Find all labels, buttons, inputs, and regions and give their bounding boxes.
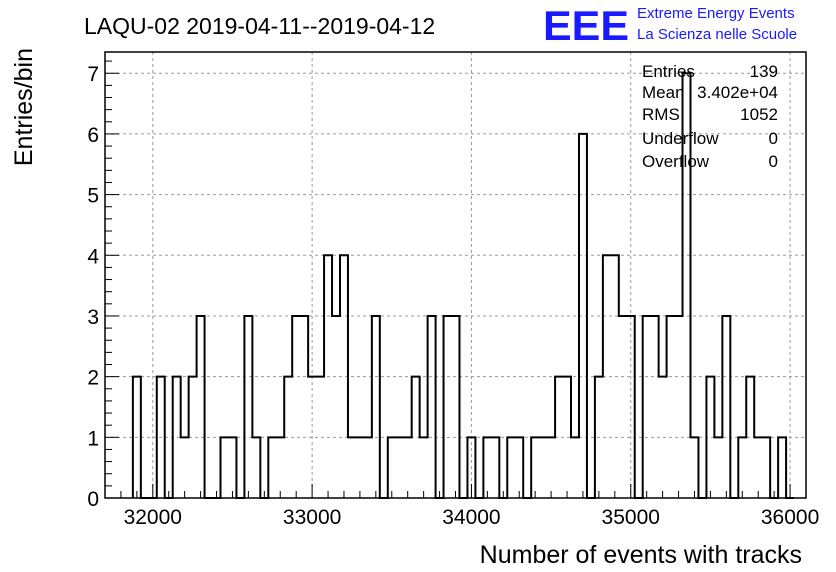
- chart-title: LAQU-02 2019-04-11--2019-04-12: [84, 13, 435, 39]
- y-axis: 0 1 2 3 4 5 6 7: [87, 60, 119, 511]
- stats-label-overflow: Overflow: [642, 152, 710, 171]
- y-axis-label: Entries/bin: [10, 48, 38, 166]
- logo-line-1: Extreme Energy Events: [637, 5, 795, 22]
- stats-value-entries: 139: [750, 62, 778, 81]
- y-tick-label: 6: [87, 124, 99, 147]
- y-tick-label: 1: [87, 427, 99, 450]
- x-tick-label: 34000: [442, 506, 500, 529]
- x-tick-label: 36000: [761, 506, 819, 529]
- y-tick-label: 0: [87, 488, 99, 511]
- stats-label-rms: RMS: [642, 105, 680, 124]
- y-tick-label: 2: [87, 367, 99, 390]
- stats-value-overflow: 0: [769, 152, 778, 171]
- y-tick-label: 4: [87, 245, 99, 268]
- y-tick-label: 3: [87, 306, 99, 329]
- x-tick-label: 32000: [124, 506, 182, 529]
- y-tick-label: 7: [87, 63, 99, 86]
- x-axis-label: Number of events with tracks: [480, 541, 802, 569]
- stats-value-mean: 3.402e+04: [697, 83, 778, 102]
- stats-label-entries: Entries: [642, 62, 695, 81]
- y-tick-label: 5: [87, 185, 99, 208]
- x-tick-label: 35000: [602, 506, 660, 529]
- eee-logo: EEE Extreme Energy Events La Scienza nel…: [543, 2, 797, 49]
- eee-logo-mark: EEE: [543, 2, 629, 49]
- stats-value-underflow: 0: [769, 129, 778, 148]
- x-tick-label: 33000: [283, 506, 341, 529]
- stats-value-rms: 1052: [740, 105, 778, 124]
- logo-line-2: La Scienza nelle Scuole: [637, 26, 797, 43]
- x-axis: 32000 33000 34000 35000 36000: [120, 484, 819, 529]
- stats-label-underflow: Underflow: [642, 129, 719, 148]
- stats-box: Entries 139 Mean 3.402e+04 RMS 1052 Unde…: [642, 62, 778, 171]
- stats-label-mean: Mean: [642, 83, 685, 102]
